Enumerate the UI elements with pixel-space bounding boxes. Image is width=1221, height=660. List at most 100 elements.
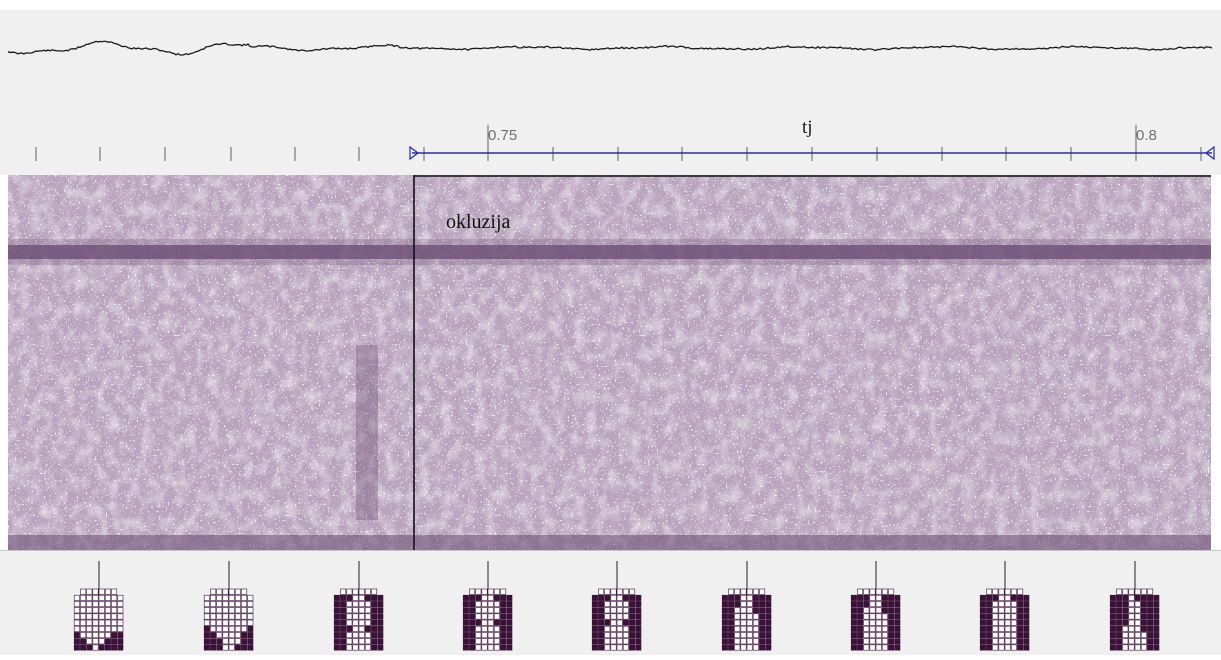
palatogram-electrode	[752, 619, 759, 626]
palatogram-frame[interactable]	[1109, 561, 1160, 651]
palatogram-electrode	[616, 632, 623, 639]
palatogram-electrode	[765, 638, 772, 645]
palatogram-electrode	[1128, 594, 1135, 601]
segment-start-marker-icon[interactable]	[409, 145, 419, 161]
palatogram-electrode	[734, 613, 741, 620]
palatogram-electrode	[881, 613, 888, 620]
palatogram-electrode	[352, 632, 359, 639]
palatogram-electrode	[622, 625, 629, 632]
palatogram-electrode	[875, 594, 882, 601]
palatogram-electrode	[104, 644, 111, 651]
palatogram-electrode	[340, 638, 347, 645]
palatogram-electrode	[234, 625, 241, 632]
palatogram-electrode	[1147, 588, 1154, 595]
palatogram-electrode	[80, 625, 87, 632]
palatogram-electrode	[228, 619, 235, 626]
palatogram-electrode	[598, 601, 605, 608]
palatogram-electrode	[746, 594, 753, 601]
waveform-panel[interactable]	[0, 0, 1221, 115]
palatogram-electrode	[863, 619, 870, 626]
palatogram-frame[interactable]	[203, 561, 254, 651]
time-ruler[interactable]: 0.75 0.8 tj	[0, 115, 1221, 175]
palatogram-frame[interactable]	[979, 561, 1030, 651]
palatogram-electrode	[86, 601, 93, 608]
palatogram-electrode	[894, 638, 901, 645]
palatogram-electrode	[234, 638, 241, 645]
palatogram-frame[interactable]	[850, 561, 901, 651]
palatogram-electrode	[216, 632, 223, 639]
palatogram-electrode	[1122, 601, 1129, 608]
palatogram-electrode	[481, 632, 488, 639]
palatogram-electrode	[604, 594, 611, 601]
palatogram-electrode	[746, 619, 753, 626]
palatogram-electrode	[333, 594, 340, 601]
palatogram-electrode	[857, 619, 864, 626]
palatogram-electrode	[340, 613, 347, 620]
palatogram-electrode	[92, 588, 99, 595]
palatogram-electrode	[371, 613, 378, 620]
palatogram-electrode	[222, 638, 229, 645]
spectrogram[interactable]: okluzija	[8, 175, 1211, 550]
palatogram-electrode	[222, 619, 229, 626]
segment-annotation[interactable]: okluzija	[446, 211, 511, 233]
palatogram-electrode	[869, 601, 876, 608]
palatogram-electrode	[888, 625, 895, 632]
palatogram-electrode	[1109, 601, 1116, 608]
palatogram-electrode	[610, 588, 617, 595]
palatogram-electrode	[1128, 607, 1135, 614]
palatogram-electrode	[863, 588, 870, 595]
palatogram-frame[interactable]	[462, 561, 513, 651]
palatogram-electrode	[850, 594, 857, 601]
palatogram-electrode	[228, 638, 235, 645]
palatogram-electrode	[73, 619, 80, 626]
palatogram-electrode	[1134, 632, 1141, 639]
palatogram-electrode	[610, 594, 617, 601]
palatogram-electrode	[340, 625, 347, 632]
palatogram-electrode	[210, 607, 217, 614]
palatogram-electrode	[216, 638, 223, 645]
segment-end-marker-icon[interactable]	[1205, 145, 1215, 161]
palatogram-electrode	[247, 601, 254, 608]
palatogram-electrode	[241, 644, 248, 651]
palatogram-electrode	[1010, 625, 1017, 632]
palatogram-electrode	[92, 644, 99, 651]
palatogram-electrode	[992, 594, 999, 601]
palatogram-strip[interactable]	[0, 550, 1221, 655]
palatogram-electrode	[863, 644, 870, 651]
palatogram-electrode	[622, 601, 629, 608]
palatogram-electrode	[80, 619, 87, 626]
palatogram-electrode	[992, 644, 999, 651]
palatogram-electrode	[721, 601, 728, 608]
palatogram-electrode	[506, 601, 513, 608]
segment-label[interactable]: tj	[802, 117, 813, 138]
palatogram-electrode	[728, 607, 735, 614]
palatogram-electrode	[1134, 644, 1141, 651]
palatogram-electrode	[216, 588, 223, 595]
palatogram-electrode	[1134, 613, 1141, 620]
palatogram-electrode	[734, 588, 741, 595]
palatogram-electrode	[1023, 638, 1030, 645]
palatogram-electrode	[734, 644, 741, 651]
palatogram-frame[interactable]	[591, 561, 642, 651]
palatogram-electrode	[734, 638, 741, 645]
palatogram-electrode	[73, 607, 80, 614]
palatogram-electrode	[216, 601, 223, 608]
palatogram-electrode	[340, 632, 347, 639]
palatogram-electrode	[894, 601, 901, 608]
palatogram-electrode	[1134, 594, 1141, 601]
palatogram-electrode	[117, 594, 124, 601]
palatogram-electrode	[222, 601, 229, 608]
palatogram-electrode	[98, 607, 105, 614]
palatogram-electrode	[992, 607, 999, 614]
palatogram-electrode	[203, 607, 210, 614]
palatogram-electrode	[493, 607, 500, 614]
palatogram-electrode	[1116, 594, 1123, 601]
palatogram-electrode	[487, 594, 494, 601]
palatogram-electrode	[1134, 601, 1141, 608]
palatogram-electrode	[340, 644, 347, 651]
palatogram-frame[interactable]	[721, 561, 772, 651]
palatogram-frame[interactable]	[333, 561, 384, 651]
palatogram-electrode	[1116, 625, 1123, 632]
palatogram-electrode	[462, 613, 469, 620]
palatogram-frame[interactable]	[73, 561, 124, 651]
